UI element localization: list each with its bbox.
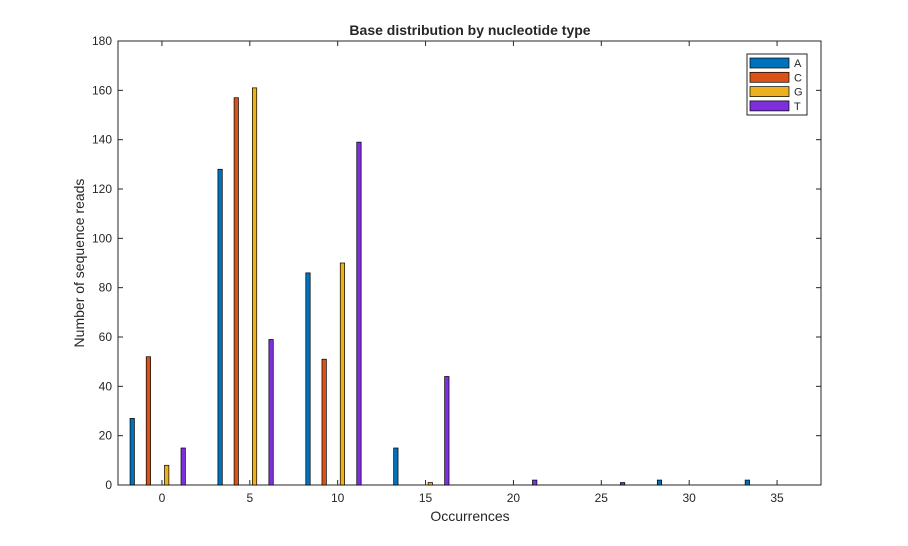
bar-A-10 <box>305 272 311 486</box>
bar-T-25 <box>620 482 626 486</box>
legend-label-A: A <box>794 58 802 70</box>
bar-C-5 <box>233 97 239 486</box>
x-tick-label-0: 0 <box>159 491 166 505</box>
chart-title: Base distribution by nucleotide type <box>349 22 590 38</box>
x-tick-label-20: 20 <box>507 491 521 505</box>
bar-A-30 <box>656 479 663 486</box>
bar-G-0 <box>164 464 170 486</box>
legend-swatch-C <box>749 71 790 83</box>
y-tick-label-120: 120 <box>92 182 112 196</box>
y-axis-label: Number of sequence reads <box>71 179 87 348</box>
bar-A-15 <box>393 447 399 486</box>
legend-label-T: T <box>794 101 801 113</box>
bar-T-15 <box>444 376 450 486</box>
y-tick-label-20: 20 <box>99 429 113 443</box>
bar-G-10 <box>339 262 345 486</box>
legend-swatch-A <box>749 57 790 69</box>
legend-swatch-G <box>749 86 790 97</box>
bar-T-10 <box>356 141 362 486</box>
y-tick-label-100: 100 <box>92 231 112 245</box>
x-tick-label-25: 25 <box>595 491 609 505</box>
bar-A-5 <box>217 168 223 486</box>
x-tick-label-10: 10 <box>331 491 345 505</box>
x-axis-label: Occurrences <box>430 508 509 524</box>
bar-G-15 <box>427 482 433 486</box>
y-tick-label-40: 40 <box>99 379 113 393</box>
y-tick-label-180: 180 <box>92 34 112 48</box>
y-tick-label-160: 160 <box>92 83 112 97</box>
bar-C-0 <box>145 356 151 486</box>
plot-area: 0 5 10 15 20 25 30 35 0 20 40 60 80 100 120 140 160 180 AC… <box>92 34 822 505</box>
y-tick-label-80: 80 <box>99 281 113 295</box>
bar-T-0 <box>180 447 186 486</box>
legend-label-G: G <box>794 87 803 99</box>
y-tick-label-0: 0 <box>105 478 112 492</box>
bar-A-0 <box>129 418 135 486</box>
bar-A-35 <box>744 479 750 486</box>
x-tick-label-30: 30 <box>683 491 697 505</box>
bar-T-20 <box>532 479 538 486</box>
x-tick-label-5: 5 <box>246 491 253 505</box>
legend-swatch-T <box>749 100 790 112</box>
axes-box <box>117 40 822 486</box>
bar-T-5 <box>268 339 274 486</box>
x-tick-label-15: 15 <box>419 491 433 505</box>
y-tick-label-60: 60 <box>99 330 113 344</box>
bar-G-5 <box>252 87 258 486</box>
x-tick-label-35: 35 <box>770 491 784 505</box>
legend-label-C: C <box>794 72 802 84</box>
y-tick-label-140: 140 <box>92 133 112 147</box>
bar-C-10 <box>321 358 327 486</box>
